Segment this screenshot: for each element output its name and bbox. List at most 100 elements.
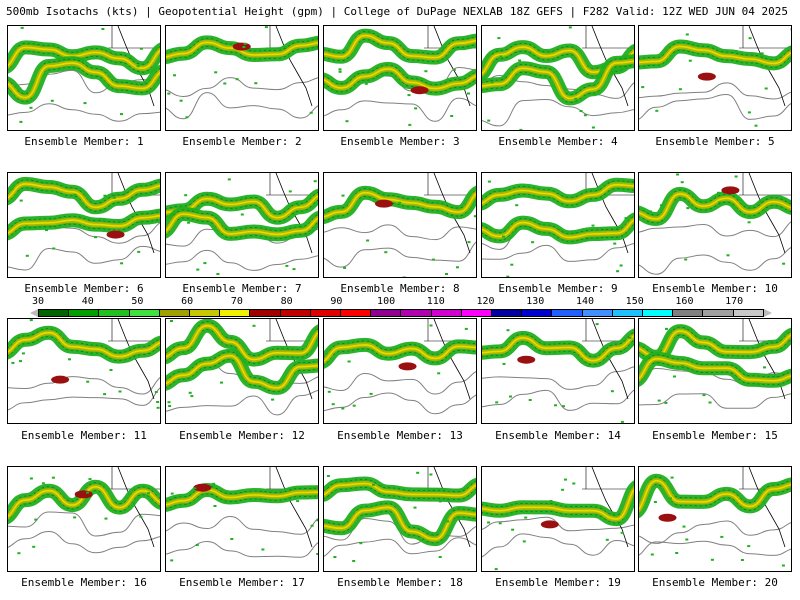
speed-speckle [214, 71, 218, 74]
speed-speckle [673, 375, 676, 378]
jet-core-max [482, 488, 634, 520]
jet-core-max [166, 213, 318, 236]
speed-speckle [372, 483, 375, 486]
legend-tick-label: 80 [280, 296, 293, 307]
speed-speckle [32, 545, 36, 548]
speed-speckle [616, 270, 620, 273]
speed-speckle [585, 238, 589, 241]
isotach-contour [324, 64, 476, 85]
jet-core-max [8, 183, 160, 209]
map-canvas [482, 319, 634, 423]
speed-speckle [613, 242, 617, 245]
ensemble-map-panel [638, 25, 792, 131]
height-contour [639, 367, 791, 387]
speed-speckle [184, 194, 188, 197]
speed-speckle [748, 37, 752, 40]
speed-speckle [156, 406, 160, 409]
speed-speckle [20, 26, 24, 29]
speed-speckle [760, 52, 764, 55]
speed-speckle [620, 420, 624, 423]
legend-swatch [220, 310, 251, 316]
speed-speckle [494, 568, 498, 571]
speed-speckle [19, 199, 23, 202]
jet-core-max [8, 46, 160, 70]
speed-speckle [531, 241, 535, 244]
isotach-contour [482, 50, 634, 78]
map-canvas [166, 467, 318, 562]
legend-swatch [733, 310, 763, 316]
speed-speckle [398, 201, 402, 204]
map-canvas [482, 26, 634, 130]
speed-speckle [620, 531, 624, 534]
jet-max-spot [658, 513, 677, 522]
speed-speckle [718, 201, 722, 204]
isotach-contour [324, 188, 476, 214]
height-contour [482, 98, 634, 127]
jet-core-max [166, 354, 318, 389]
jet-core-max [8, 214, 160, 234]
speed-speckle [763, 366, 766, 369]
legend-swatch [431, 310, 462, 316]
speed-speckle [685, 538, 689, 541]
speed-speckle [740, 559, 744, 561]
legend-color-bar [38, 309, 764, 317]
speed-speckle [747, 111, 751, 114]
isotach-contour [166, 485, 318, 502]
speed-speckle [352, 404, 356, 407]
speed-speckle [648, 210, 652, 213]
height-contour [8, 387, 160, 411]
speed-speckle [568, 26, 572, 29]
speed-speckle [227, 178, 231, 181]
ensemble-member-label: Ensemble Member: 20 [652, 576, 778, 589]
speed-speckle [86, 491, 89, 494]
speed-speckle [212, 482, 216, 485]
speed-speckle [68, 358, 71, 361]
legend-swatch [492, 310, 523, 316]
speed-speckle [720, 535, 724, 538]
height-contour [482, 389, 634, 411]
speed-speckle [605, 538, 609, 541]
legend-swatch [190, 310, 221, 316]
map-canvas [8, 173, 160, 271]
speed-speckle [369, 392, 373, 395]
height-contour [639, 221, 791, 238]
speed-speckle [675, 552, 679, 554]
ensemble-map-panel [323, 25, 477, 131]
isotach-contour [8, 51, 160, 73]
height-contour [8, 69, 160, 94]
speed-speckle [120, 262, 124, 265]
speed-speckle [167, 401, 171, 404]
speed-speckle [327, 390, 331, 393]
speed-speckle [380, 484, 383, 487]
speed-speckle [279, 357, 283, 360]
isotach-contour [324, 72, 476, 93]
isotach-contour [8, 43, 160, 65]
speed-speckle [591, 126, 595, 129]
speed-speckle [366, 239, 370, 242]
jet-max-spot [697, 72, 716, 81]
speed-speckle [345, 120, 349, 123]
speed-speckle [657, 399, 661, 402]
ensemble-map-panel [323, 172, 477, 278]
isotach-contour [639, 334, 791, 362]
speed-speckle [252, 324, 256, 327]
isotach-contour [639, 326, 791, 354]
ensemble-map-panel [165, 25, 319, 131]
jet-core-max [482, 183, 634, 204]
speed-speckle [29, 106, 33, 109]
map-canvas [639, 319, 791, 409]
speed-speckle [216, 273, 220, 275]
jet-core-max [639, 479, 791, 511]
speed-speckle [680, 365, 684, 367]
speed-speckle [50, 99, 54, 102]
jet-core-max [166, 41, 318, 58]
speed-speckle [264, 26, 268, 29]
isotach-contour [639, 476, 791, 506]
ensemble-member-label: Ensemble Member: 10 [652, 282, 778, 295]
speed-speckle [664, 401, 668, 404]
jet-core-max [324, 191, 476, 218]
jet-core-max [8, 331, 160, 358]
height-contour [8, 245, 160, 271]
jet-max-spot [398, 362, 417, 371]
jet-core-max [8, 62, 160, 99]
